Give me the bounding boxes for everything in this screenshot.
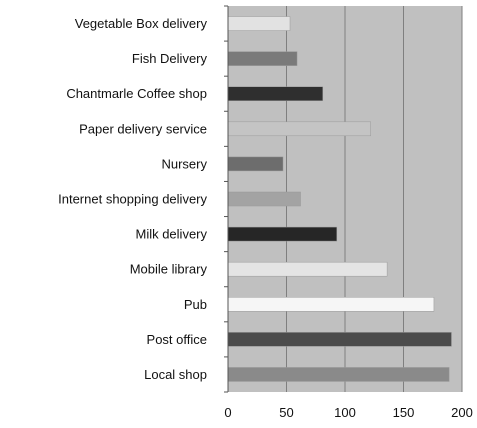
category-label: Mobile library xyxy=(130,262,208,277)
y-axis xyxy=(224,5,229,393)
category-label: Fish Delivery xyxy=(132,51,208,66)
category-label: Milk delivery xyxy=(135,227,207,242)
bar xyxy=(227,121,371,137)
category-label: Internet shopping delivery xyxy=(58,192,207,207)
category-label: Post office xyxy=(147,332,207,347)
x-tick-label: 100 xyxy=(334,405,356,420)
bar xyxy=(227,191,301,207)
x-tick-label: 200 xyxy=(451,405,473,420)
category-label: Vegetable Box delivery xyxy=(75,16,208,31)
category-labels: Vegetable Box delivery Fish Delivery Chant… xyxy=(58,16,207,382)
x-tick-labels: 0 50 100 150 200 xyxy=(224,405,472,420)
category-label: Local shop xyxy=(144,367,207,382)
bar xyxy=(227,261,388,277)
bar xyxy=(227,297,435,312)
bar xyxy=(227,367,450,382)
bar xyxy=(227,86,324,101)
bar xyxy=(227,332,452,347)
bar xyxy=(227,226,338,242)
category-label: Chantmarle Coffee shop xyxy=(66,86,207,101)
category-label: Paper delivery service xyxy=(79,121,207,136)
bar xyxy=(227,16,291,31)
bars xyxy=(227,16,452,382)
bar xyxy=(227,156,284,172)
category-label: Nursery xyxy=(161,156,207,171)
x-tick-label: 150 xyxy=(393,405,415,420)
gridlines xyxy=(286,6,463,392)
bar xyxy=(227,51,298,66)
x-tick-label: 0 xyxy=(224,405,231,420)
x-tick-label: 50 xyxy=(279,405,293,420)
category-label: Pub xyxy=(184,297,207,312)
